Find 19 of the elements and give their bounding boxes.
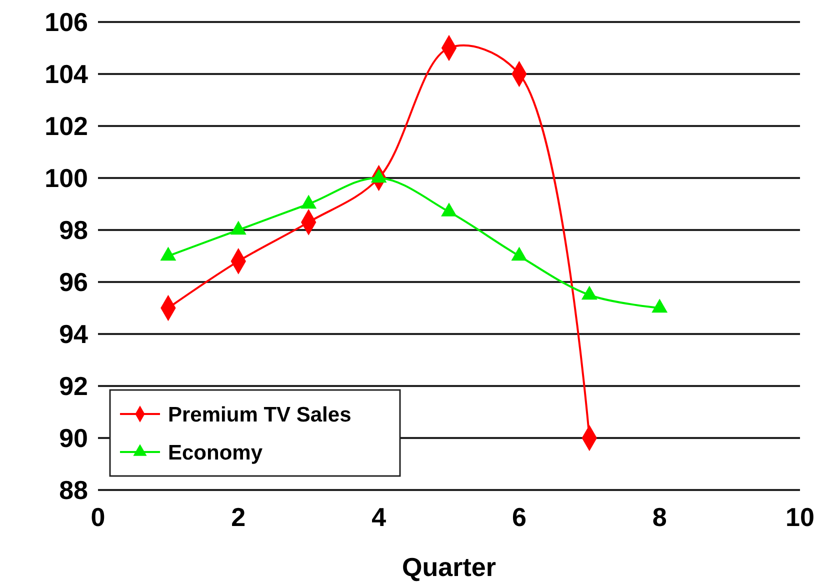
y-tick-label: 106: [44, 7, 88, 38]
y-tick-label: 88: [59, 475, 88, 506]
y-tick-label: 96: [59, 267, 88, 298]
x-tick-label: 0: [90, 502, 106, 532]
y-tick-label: 94: [59, 319, 89, 350]
x-tick-label: 6: [512, 502, 526, 532]
x-tick-label: 8: [652, 502, 667, 532]
y-tick-label: 90: [59, 423, 88, 454]
x-tick-label: 10: [786, 502, 814, 532]
legend-label: Economy: [168, 441, 263, 464]
y-tick-label: 100: [44, 163, 88, 194]
legend-label: Premium TV Sales: [168, 403, 352, 426]
x-tick-label: 4: [372, 502, 387, 532]
y-tick-label: 102: [44, 111, 88, 142]
y-tick-label: 104: [44, 59, 89, 90]
y-tick-label: 98: [59, 215, 88, 246]
x-axis-title: Quarter: [402, 552, 496, 582]
x-tick-label: 2: [231, 502, 246, 532]
y-tick-label: 92: [59, 371, 88, 402]
